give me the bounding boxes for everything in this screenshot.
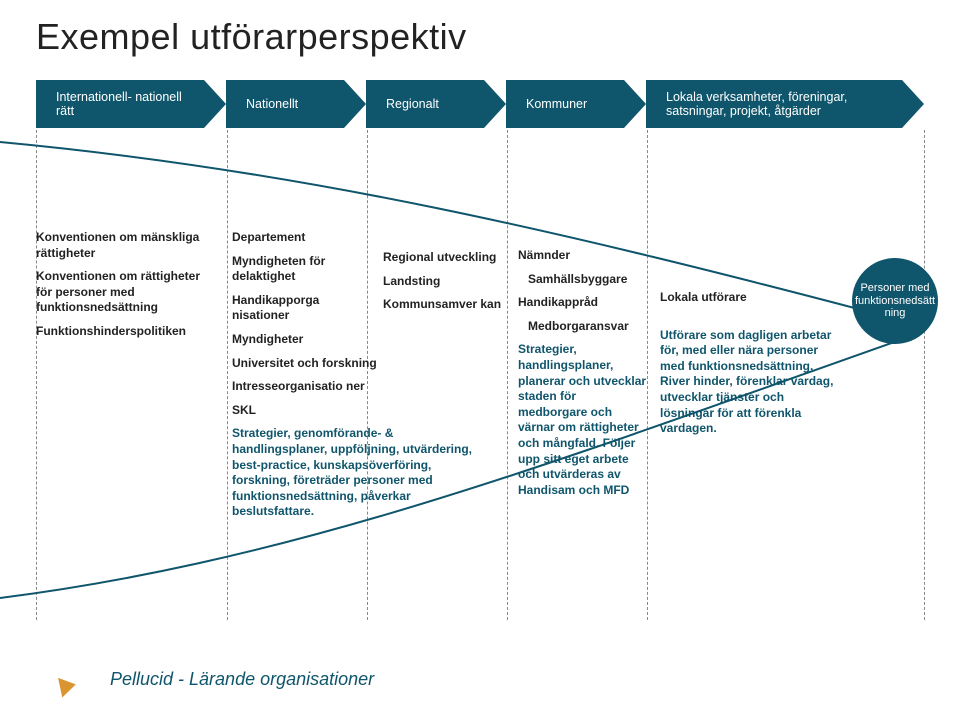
chevron-2-label: Regionalt [386,97,439,111]
col3-item-0: Nämnder [518,248,648,264]
col-national: Departement Myndigheten för delaktighet … [232,230,377,520]
col1-item-4: Universitet och forskning [232,356,377,372]
chevron-0-label: Internationell- nationell rätt [56,90,198,119]
page: Exempel utförarperspektiv Internationell… [0,0,960,720]
chevron-1-label: Nationellt [246,97,298,111]
persons-circle-label: Personer med funktionsnedsätt ning [855,282,935,320]
chevron-4-label: Lokala verksamheter, föreningar, satsnin… [666,90,896,119]
chevron-3-label: Kommuner [526,97,587,111]
col1-item-2: Handikapporga nisationer [232,293,377,324]
chevron-3: Kommuner [506,80,646,128]
persons-circle: Personer med funktionsnedsätt ning [852,258,938,344]
col3-subtext: Strategier, handlingsplaner, planerar oc… [518,342,648,498]
col1-subtext: Strategier, genomförande- & handlingspla… [232,426,492,520]
col-international: Konventionen om mänskliga rättigheter Ko… [36,230,216,348]
col2-item-1: Landsting [383,274,503,290]
sep-0 [36,130,37,620]
chevron-2: Regionalt [366,80,506,128]
col-kommuner: Nämnder Samhällsbyggare Handikappråd Med… [518,248,648,498]
sep-3 [507,130,508,620]
footer-text: Pellucid - Lärande organisationer [110,669,374,690]
col-regional: Regional utveckling Landsting Kommunsamv… [383,250,503,321]
col3-item-3: Medborgaransvar [518,319,648,335]
chevron-0: Internationell- nationell rätt [36,80,226,128]
sep-5 [924,130,925,620]
chevron-row: Internationell- nationell rätt Nationell… [36,80,924,128]
page-title: Exempel utförarperspektiv [36,16,467,58]
col1-item-3: Myndigheter [232,332,377,348]
col3-item-2: Handikappråd [518,295,648,311]
chevron-1: Nationellt [226,80,366,128]
col1-item-0: Departement [232,230,377,246]
col4-subtext: Utförare som dagligen arbetar för, med e… [660,328,835,437]
col2-item-0: Regional utveckling [383,250,503,266]
col1-item-5: Intresseorganisatio ner [232,379,377,395]
col1-item-6: SKL [232,403,377,419]
col-local: Lokala utförare Utförare som dagligen ar… [660,290,835,437]
col0-item-0: Konventionen om mänskliga rättigheter [36,230,216,261]
col0-item-2: Funktionshinderspolitiken [36,324,216,340]
col2-item-2: Kommunsamver kan [383,297,503,313]
footer-logo-icon [58,675,78,698]
col4-item-0: Lokala utförare [660,290,835,306]
col0-item-1: Konventionen om rättigheter för personer… [36,269,216,316]
col1-item-1: Myndigheten för delaktighet [232,254,377,285]
col3-item-1: Samhällsbyggare [518,272,648,288]
chevron-4: Lokala verksamheter, föreningar, satsnin… [646,80,924,128]
sep-1 [227,130,228,620]
